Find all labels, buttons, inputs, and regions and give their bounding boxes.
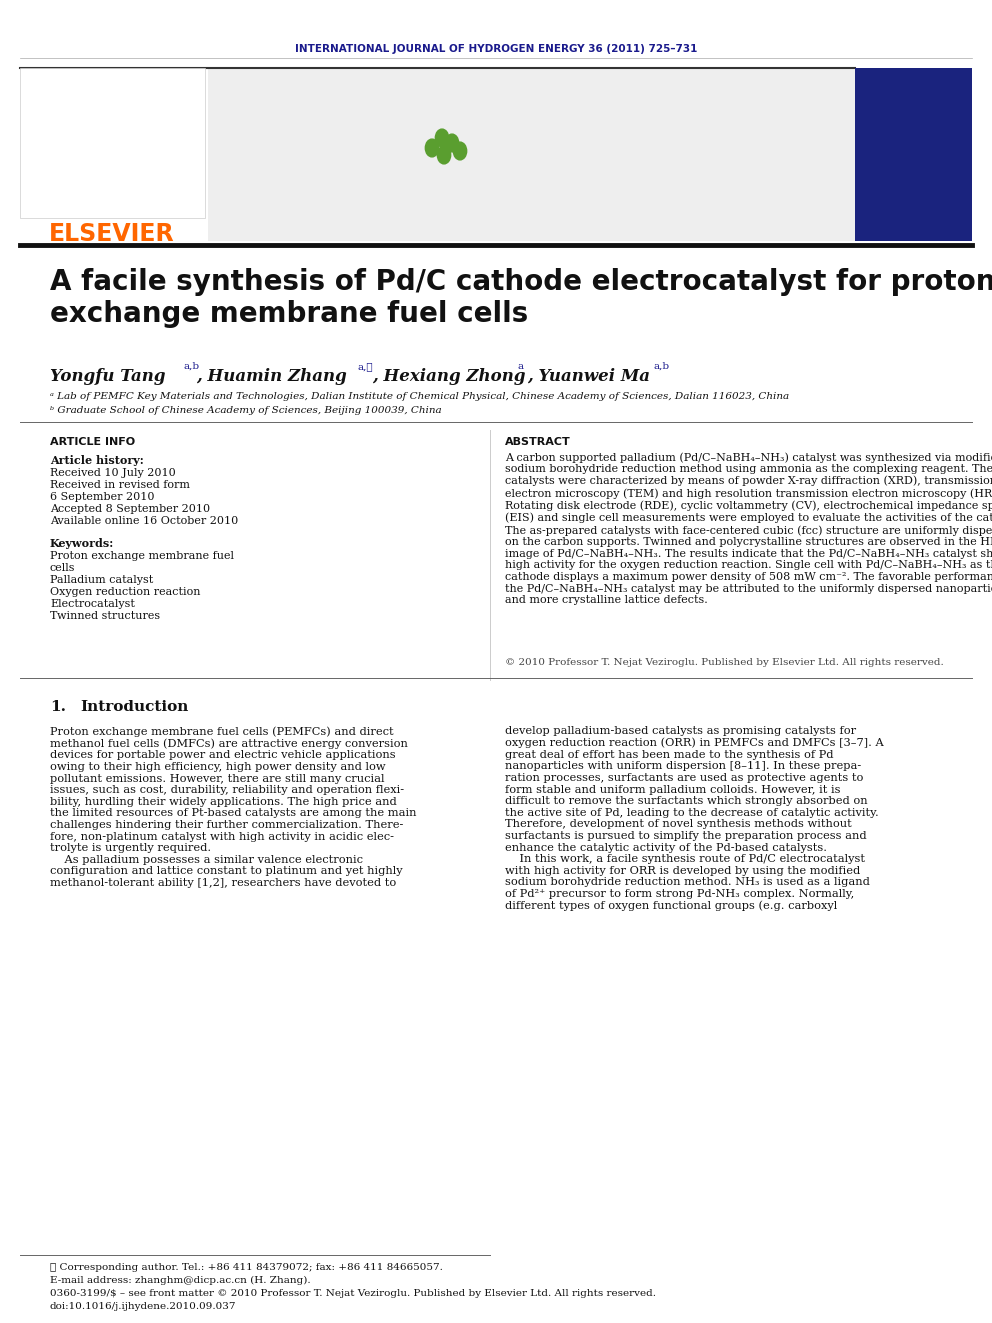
- Text: ᵇ Graduate School of Chinese Academy of Sciences, Beijing 100039, China: ᵇ Graduate School of Chinese Academy of …: [50, 406, 441, 415]
- Text: Available at www.sciencedirect.com: Available at www.sciencedirect.com: [423, 89, 648, 101]
- Text: Proton exchange membrane fuel cells (PEMFCs) and direct
methanol fuel cells (DMF: Proton exchange membrane fuel cells (PEM…: [50, 726, 417, 888]
- Text: a,⋆: a,⋆: [358, 363, 374, 370]
- Text: 6 September 2010: 6 September 2010: [50, 492, 155, 501]
- Text: Available online 16 October 2010: Available online 16 October 2010: [50, 516, 238, 527]
- Text: Article history:: Article history:: [50, 455, 144, 466]
- Text: INTERNATIONAL JOURNAL OF HYDROGEN ENERGY 36 (2011) 725–731: INTERNATIONAL JOURNAL OF HYDROGEN ENERGY…: [295, 44, 697, 54]
- Text: Keywords:: Keywords:: [50, 538, 114, 549]
- Text: Yongfu Tang: Yongfu Tang: [50, 368, 166, 385]
- Text: Accepted 8 September 2010: Accepted 8 September 2010: [50, 504, 210, 515]
- Text: ELSEVIER: ELSEVIER: [50, 222, 175, 246]
- Text: Proton exchange membrane fuel: Proton exchange membrane fuel: [50, 550, 234, 561]
- Text: journal homepage: www.elsevier.com/locate/he: journal homepage: www.elsevier.com/locat…: [387, 202, 683, 216]
- Text: HYDROGEN: HYDROGEN: [870, 90, 958, 105]
- Text: International Journal of: International Journal of: [874, 78, 954, 83]
- Text: Palladium catalyst: Palladium catalyst: [50, 576, 153, 585]
- Text: Received in revised form: Received in revised form: [50, 480, 190, 490]
- Text: ᵃ Lab of PEMFC Key Materials and Technologies, Dalian Institute of Chemical Phys: ᵃ Lab of PEMFC Key Materials and Technol…: [50, 392, 789, 401]
- Text: develop palladium-based catalysts as promising catalysts for
oxygen reduction re: develop palladium-based catalysts as pro…: [505, 726, 884, 912]
- Text: Received 10 July 2010: Received 10 July 2010: [50, 468, 176, 478]
- Text: , Yuanwei Ma: , Yuanwei Ma: [527, 368, 650, 385]
- Text: a,b: a,b: [654, 363, 671, 370]
- Text: ScienceDirect: ScienceDirect: [409, 140, 570, 160]
- Text: A facile synthesis of Pd/C cathode electrocatalyst for proton
exchange membrane : A facile synthesis of Pd/C cathode elect…: [50, 269, 992, 328]
- Text: cells: cells: [50, 564, 75, 573]
- Text: 0360-3199/$ – see front matter © 2010 Professor T. Nejat Veziroglu. Published by: 0360-3199/$ – see front matter © 2010 Pr…: [50, 1289, 656, 1298]
- Text: 1.: 1.: [50, 700, 66, 714]
- Text: ⋆ Corresponding author. Tel.: +86 411 84379072; fax: +86 411 84665057.: ⋆ Corresponding author. Tel.: +86 411 84…: [50, 1263, 442, 1271]
- Text: A carbon supported palladium (Pd/C–NaBH₄–NH₃) catalyst was synthesized via modif: A carbon supported palladium (Pd/C–NaBH₄…: [505, 452, 992, 605]
- Text: Twinned structures: Twinned structures: [50, 611, 160, 620]
- Text: Electrocatalyst: Electrocatalyst: [50, 599, 135, 609]
- Text: , Huamin Zhang: , Huamin Zhang: [196, 368, 347, 385]
- Text: ABSTRACT: ABSTRACT: [505, 437, 570, 447]
- Text: , Hexiang Zhong: , Hexiang Zhong: [372, 368, 526, 385]
- Text: Oxygen reduction reaction: Oxygen reduction reaction: [50, 587, 200, 597]
- Text: ENERGY: ENERGY: [883, 105, 945, 118]
- Text: ARTICLE INFO: ARTICLE INFO: [50, 437, 135, 447]
- Text: doi:10.1016/j.ijhydene.2010.09.037: doi:10.1016/j.ijhydene.2010.09.037: [50, 1302, 236, 1311]
- Text: E-mail address: zhanghm@dicp.ac.cn (H. Zhang).: E-mail address: zhanghm@dicp.ac.cn (H. Z…: [50, 1275, 310, 1285]
- Text: © 2010 Professor T. Nejat Veziroglu. Published by Elsevier Ltd. All rights reser: © 2010 Professor T. Nejat Veziroglu. Pub…: [505, 658, 943, 667]
- Text: a: a: [518, 363, 524, 370]
- Text: a,b: a,b: [184, 363, 200, 370]
- Text: Introduction: Introduction: [80, 700, 188, 714]
